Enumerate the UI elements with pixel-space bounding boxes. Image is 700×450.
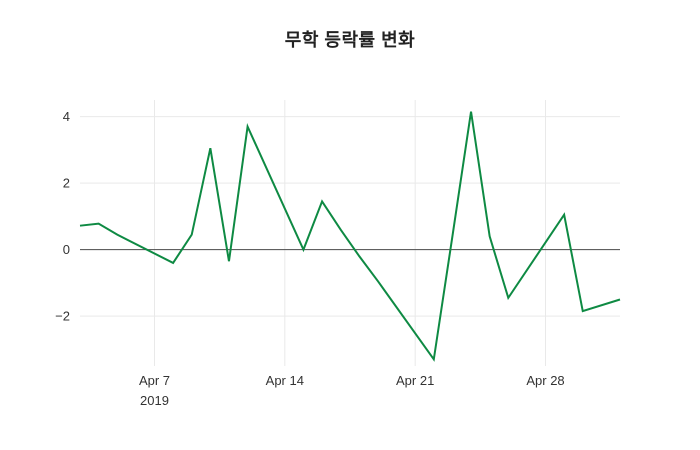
x-tick-label: Apr 7 bbox=[139, 373, 170, 388]
y-tick-label: 0 bbox=[63, 242, 70, 257]
x-tick-label: Apr 14 bbox=[266, 373, 304, 388]
y-tick-label: 4 bbox=[63, 109, 70, 124]
y-tick-label: 2 bbox=[63, 176, 70, 191]
y-tick-label: −2 bbox=[55, 309, 70, 324]
x-tick-label: Apr 21 bbox=[396, 373, 434, 388]
series-line bbox=[79, 111, 621, 362]
x-tick-label: Apr 28 bbox=[526, 373, 564, 388]
x-tick-sublabel: 2019 bbox=[140, 393, 169, 408]
chart-title: 무학 등락률 변화 bbox=[284, 30, 416, 50]
